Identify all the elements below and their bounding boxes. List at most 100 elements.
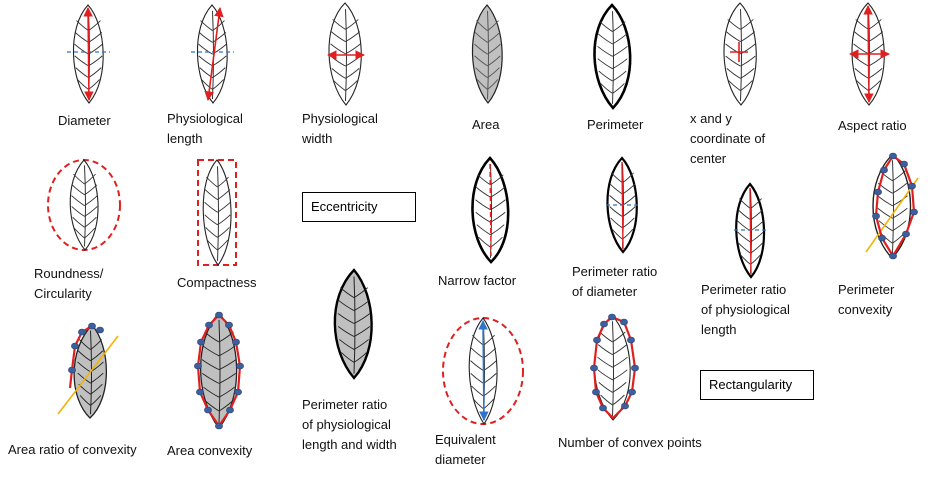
side-vein xyxy=(474,32,488,43)
leaf-veins xyxy=(475,164,506,258)
leaf-diameter xyxy=(67,4,110,104)
side-vein xyxy=(217,239,229,251)
convex-point xyxy=(889,152,897,160)
side-vein xyxy=(205,227,218,238)
side-vein xyxy=(217,214,231,226)
side-vein xyxy=(353,313,371,324)
label-rectangularity: Rectangularity xyxy=(700,370,814,400)
convex-point xyxy=(608,313,616,321)
convex-point xyxy=(215,422,223,430)
side-vein xyxy=(77,372,91,384)
side-vein xyxy=(202,345,220,357)
side-vein xyxy=(90,350,104,362)
leaf-area xyxy=(471,4,503,104)
side-vein xyxy=(72,216,85,228)
convex-points xyxy=(872,152,918,260)
side-vein xyxy=(612,83,625,94)
midrib xyxy=(612,11,614,104)
side-vein xyxy=(345,68,360,79)
side-vein xyxy=(490,174,504,186)
leaf-perimeter-ratio-phys-length xyxy=(734,182,768,279)
convex-point xyxy=(880,166,888,174)
side-vein xyxy=(725,55,741,67)
side-vein xyxy=(333,80,346,91)
side-vein xyxy=(475,199,491,211)
side-vein xyxy=(738,242,751,254)
convex-point xyxy=(71,342,79,350)
side-vein xyxy=(727,19,741,30)
leaf-physiological-length xyxy=(191,4,234,104)
convex-points xyxy=(194,311,244,430)
leaf-veins xyxy=(737,189,764,274)
leaf-number-convex-points xyxy=(590,313,639,421)
label-area-convexity: Area convexity xyxy=(167,443,253,458)
label-number-convex-points: Number of convex points xyxy=(558,435,702,450)
side-vein xyxy=(353,287,368,298)
side-vein xyxy=(739,254,751,265)
side-vein xyxy=(750,231,764,243)
convex-point xyxy=(205,321,213,329)
leaf-equivalent-diameter xyxy=(442,317,524,425)
side-vein xyxy=(612,33,628,45)
side-vein xyxy=(612,344,628,355)
side-vein xyxy=(474,55,488,67)
convex-point xyxy=(225,321,233,329)
leaf-veins xyxy=(337,276,371,374)
label-eccentricity: Eccentricity xyxy=(302,192,416,222)
side-vein xyxy=(878,220,893,232)
side-vein xyxy=(740,68,755,79)
leaf-narrow-factor xyxy=(471,156,510,264)
convex-point xyxy=(908,182,916,190)
convex-point xyxy=(627,336,635,344)
side-vein xyxy=(84,195,98,206)
side-vein xyxy=(90,372,104,384)
side-vein xyxy=(740,43,756,55)
side-vein xyxy=(612,70,627,82)
side-vein xyxy=(353,339,369,350)
side-vein xyxy=(90,383,103,395)
convex-point xyxy=(628,388,636,396)
leaf-veins xyxy=(725,9,756,101)
side-vein xyxy=(217,189,231,200)
side-vein xyxy=(728,80,741,91)
side-vein xyxy=(877,207,893,219)
side-vein xyxy=(612,394,625,406)
label-area: Area xyxy=(472,117,500,132)
side-vein xyxy=(740,31,756,43)
side-vein xyxy=(217,227,230,238)
convex-point xyxy=(215,311,223,319)
side-vein xyxy=(612,58,628,70)
side-vein xyxy=(597,356,613,368)
side-vein xyxy=(597,58,613,70)
side-vein xyxy=(474,43,488,55)
convex-point xyxy=(226,406,234,414)
side-vein xyxy=(597,45,613,57)
side-vein xyxy=(345,31,361,43)
side-vein xyxy=(609,206,623,218)
side-vein xyxy=(205,400,220,412)
side-vein xyxy=(332,19,346,30)
convex-point xyxy=(878,234,886,242)
side-vein xyxy=(204,201,218,213)
side-vein xyxy=(609,183,623,195)
side-vein xyxy=(90,339,102,350)
side-vein xyxy=(77,361,91,373)
side-vein xyxy=(750,242,763,254)
leaf-area-convexity xyxy=(194,311,244,430)
side-vein xyxy=(490,211,506,223)
label-physiological-length: Physiological length xyxy=(167,111,243,146)
side-vein xyxy=(204,189,218,200)
side-vein xyxy=(330,31,346,43)
side-vein xyxy=(612,21,626,32)
side-vein xyxy=(490,224,505,236)
side-vein xyxy=(487,43,501,55)
side-vein xyxy=(337,313,355,324)
side-vein xyxy=(611,228,623,240)
side-vein xyxy=(476,20,488,31)
side-vein xyxy=(71,184,85,196)
label-perimeter: Perimeter xyxy=(587,117,644,132)
convex-point xyxy=(889,252,897,260)
side-vein xyxy=(612,369,628,381)
leaf-perimeter-ratio-diameter xyxy=(606,156,640,254)
